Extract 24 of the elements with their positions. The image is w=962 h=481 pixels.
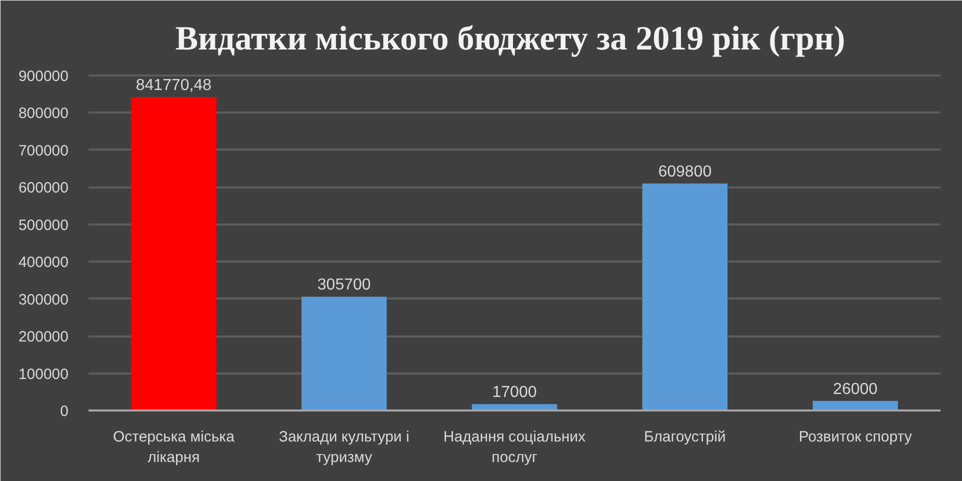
x-tick-label: Заклади культури і туризму <box>278 428 410 466</box>
bar <box>302 296 387 410</box>
y-tick-label: 300000 <box>18 291 69 308</box>
y-tick-label: 500000 <box>18 216 69 234</box>
x-tick-label: Благоустрій <box>644 428 726 446</box>
chart-title: Видатки міського бюджету за 2019 рік (грн) <box>175 20 846 58</box>
x-tick-label: Надання соціальних послуг <box>443 428 586 466</box>
y-tick-label: 800000 <box>18 105 69 122</box>
y-tick-label: 0 <box>60 403 68 420</box>
y-tick-label: 100000 <box>18 366 69 383</box>
y-tick-label: 900000 <box>18 68 69 85</box>
y-tick-label: 600000 <box>18 180 69 197</box>
bar <box>131 97 216 410</box>
x-tick-label: Остерська міська лікарня <box>112 428 236 466</box>
data-label: 17000 <box>492 384 537 402</box>
y-tick-label: 700000 <box>18 142 69 160</box>
x-tick-label: Розвиток спорту <box>798 428 912 446</box>
data-label: 26000 <box>833 380 878 398</box>
bar <box>642 184 728 410</box>
y-tick-label: 200000 <box>18 328 69 346</box>
data-label: 841770,48 <box>136 77 212 94</box>
y-tick-label: 400000 <box>18 254 69 272</box>
data-label: 609800 <box>658 164 712 181</box>
data-label: 305700 <box>317 276 371 294</box>
